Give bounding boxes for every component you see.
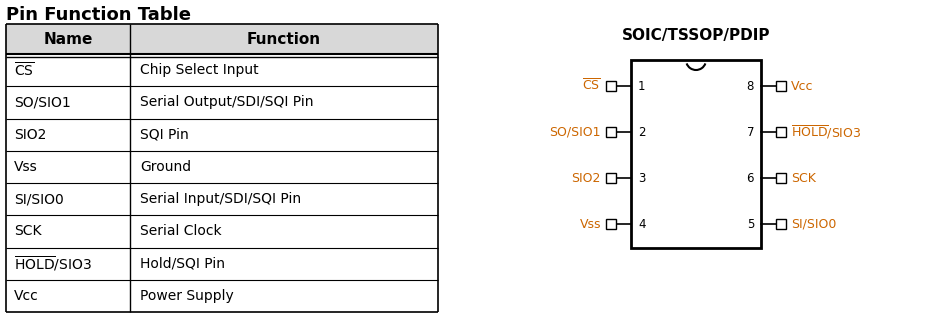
Bar bbox=[606, 219, 616, 229]
Text: SO/SIO1: SO/SIO1 bbox=[550, 126, 601, 138]
Text: Serial Clock: Serial Clock bbox=[140, 224, 222, 238]
Bar bbox=[776, 81, 786, 91]
Text: 6: 6 bbox=[747, 172, 754, 185]
Text: $\overline{\mathsf{HOLD}}$/SIO3: $\overline{\mathsf{HOLD}}$/SIO3 bbox=[791, 123, 861, 140]
Text: Function: Function bbox=[247, 32, 321, 46]
Text: SQI Pin: SQI Pin bbox=[140, 128, 189, 142]
Bar bbox=[776, 173, 786, 183]
Text: Vcc: Vcc bbox=[791, 80, 814, 92]
Text: SO/SIO1: SO/SIO1 bbox=[14, 95, 71, 109]
Text: Vss: Vss bbox=[580, 217, 601, 231]
Bar bbox=[776, 219, 786, 229]
Bar bbox=[776, 127, 786, 137]
Text: $\overline{\mathsf{HOLD}}$/SIO3: $\overline{\mathsf{HOLD}}$/SIO3 bbox=[14, 254, 92, 273]
Text: SI/SIO0: SI/SIO0 bbox=[791, 217, 836, 231]
Text: Serial Input/SDI/SQI Pin: Serial Input/SDI/SQI Pin bbox=[140, 192, 301, 206]
Text: Ground: Ground bbox=[140, 160, 191, 174]
Text: 4: 4 bbox=[638, 217, 646, 231]
Text: 3: 3 bbox=[638, 172, 645, 185]
Text: Vss: Vss bbox=[14, 160, 38, 174]
Text: $\overline{\mathsf{CS}}$: $\overline{\mathsf{CS}}$ bbox=[14, 61, 34, 79]
Text: SOIC/TSSOP/PDIP: SOIC/TSSOP/PDIP bbox=[622, 27, 770, 43]
Text: Hold/SQI Pin: Hold/SQI Pin bbox=[140, 257, 225, 270]
Text: 2: 2 bbox=[638, 126, 646, 138]
Text: SI/SIO0: SI/SIO0 bbox=[14, 192, 63, 206]
Text: Name: Name bbox=[43, 32, 92, 46]
Text: 1: 1 bbox=[638, 80, 646, 92]
Bar bbox=[631, 60, 761, 248]
Text: SIO2: SIO2 bbox=[14, 128, 47, 142]
Text: 8: 8 bbox=[747, 80, 754, 92]
Text: Serial Output/SDI/SQI Pin: Serial Output/SDI/SQI Pin bbox=[140, 95, 313, 109]
Text: $\overline{\mathsf{CS}}$: $\overline{\mathsf{CS}}$ bbox=[582, 78, 601, 94]
Text: SIO2: SIO2 bbox=[571, 172, 601, 185]
Text: 7: 7 bbox=[747, 126, 754, 138]
Text: 5: 5 bbox=[747, 217, 754, 231]
Text: Power Supply: Power Supply bbox=[140, 289, 234, 303]
Text: Pin Function Table: Pin Function Table bbox=[6, 6, 191, 24]
Bar bbox=[6, 24, 438, 54]
Bar bbox=[606, 173, 616, 183]
Bar bbox=[606, 81, 616, 91]
Bar bbox=[606, 127, 616, 137]
Text: Vcc: Vcc bbox=[14, 289, 39, 303]
Text: SCK: SCK bbox=[791, 172, 816, 185]
Text: SCK: SCK bbox=[14, 224, 42, 238]
Text: Chip Select Input: Chip Select Input bbox=[140, 63, 258, 77]
